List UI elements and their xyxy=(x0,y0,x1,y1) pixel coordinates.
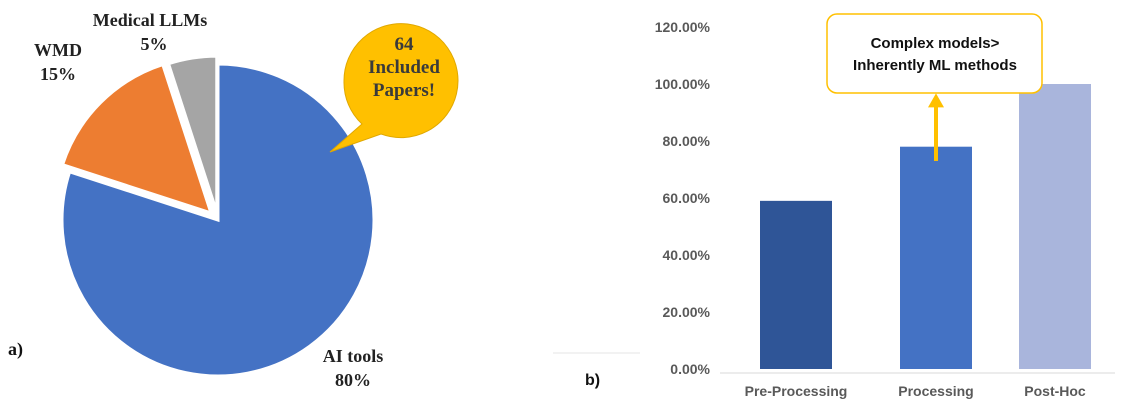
callout-line-2: Included xyxy=(368,57,440,78)
bar-chart: 0.00% 20.00% 40.00% 60.00% 80.00% 100.00% 120.… xyxy=(553,13,1115,399)
label-ai-tools-value: 80% xyxy=(335,370,371,390)
y-tick-label: 120.00% xyxy=(655,19,711,35)
annotation-box xyxy=(826,13,1043,94)
panel-label-a: a) xyxy=(8,339,23,360)
y-tick-label: 60.00% xyxy=(663,190,711,206)
y-tick-label: 100.00% xyxy=(655,76,711,92)
y-tick-label: 40.00% xyxy=(663,247,711,263)
bar-pre-processing xyxy=(760,200,832,369)
annotation-arrow-head xyxy=(928,93,944,108)
x-tick-label: Post-Hoc xyxy=(1024,383,1086,399)
bar-post-hoc xyxy=(1019,84,1091,369)
pie-slice-wmd xyxy=(60,62,214,216)
label-medical-llms-value: 5% xyxy=(141,34,168,54)
pie-slice-ai-tools xyxy=(60,62,376,378)
label-medical-llms-name: Medical LLMs xyxy=(93,10,208,30)
callout-bubble xyxy=(329,23,459,153)
annotation-line-1: Complex models> xyxy=(871,35,1000,52)
annotation-line-2: Inherently ML methods xyxy=(853,57,1017,74)
callout-line-1: 64 xyxy=(395,34,415,55)
y-tick-label: 0.00% xyxy=(670,361,710,377)
x-tick-label: Processing xyxy=(898,383,973,399)
label-wmd-name: WMD xyxy=(34,40,82,60)
pie-slice-medical-llms xyxy=(166,54,219,213)
label-wmd-value: 15% xyxy=(40,64,76,84)
label-ai-tools-name: AI tools xyxy=(323,346,384,366)
callout-line-3: Papers! xyxy=(373,80,435,101)
y-tick-label: 20.00% xyxy=(663,304,711,320)
pie-chart: 64 Included Papers! Medical LLMs 5% WMD … xyxy=(8,10,459,390)
panel-label-b: b) xyxy=(585,372,600,389)
bar-processing xyxy=(900,146,972,369)
y-tick-label: 80.00% xyxy=(663,133,711,149)
x-tick-label: Pre-Processing xyxy=(745,383,848,399)
